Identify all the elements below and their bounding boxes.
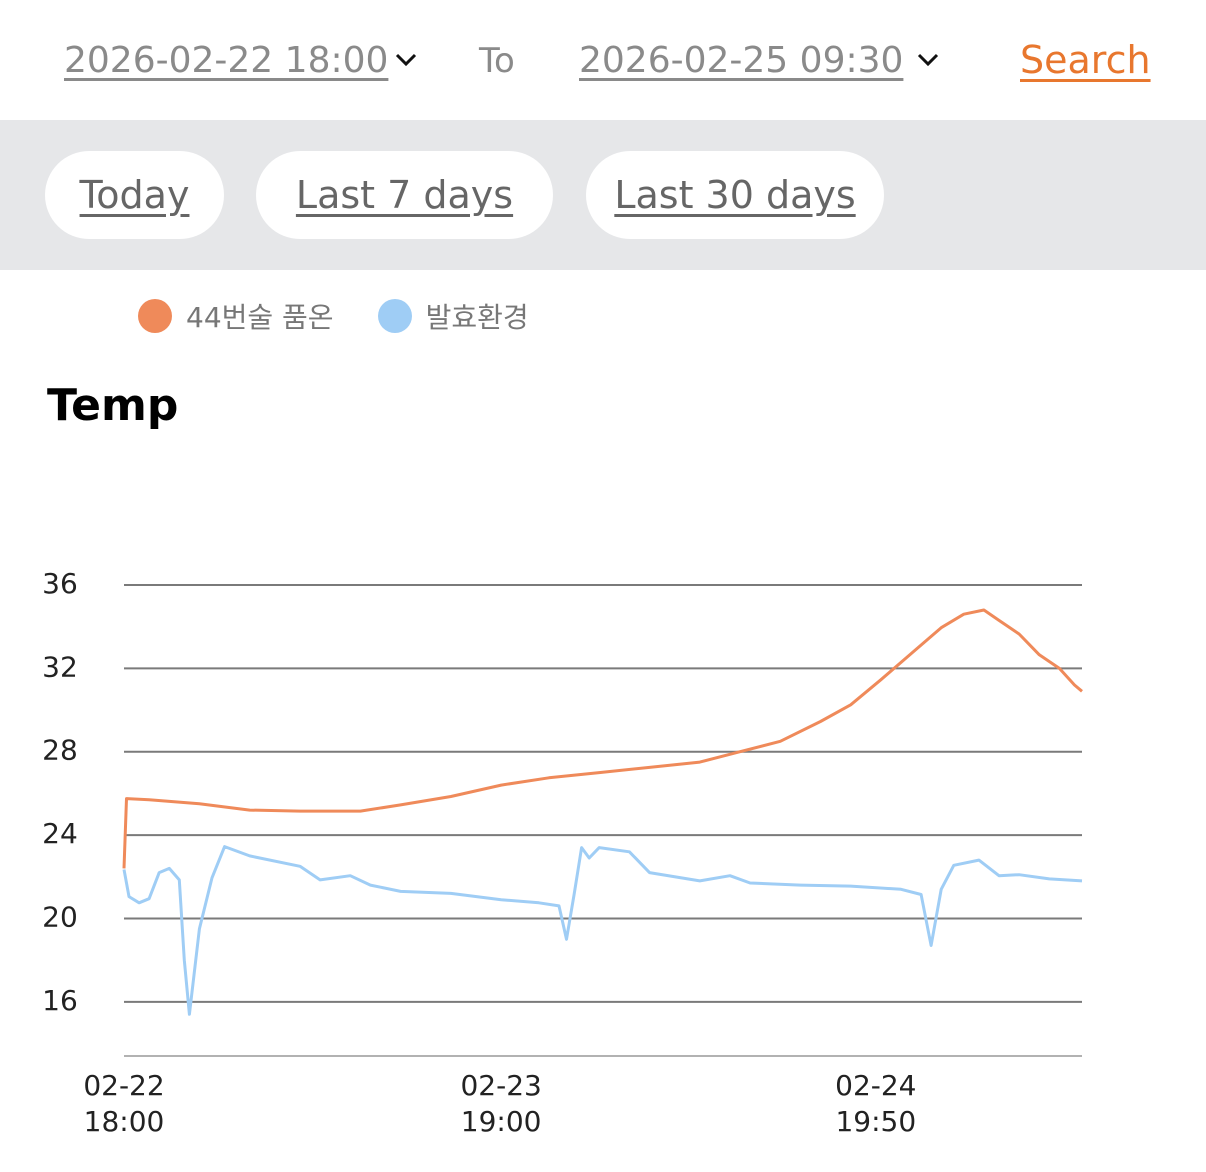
y-tick-label: 20 bbox=[42, 900, 78, 933]
x-tick-label: 02-23 19:00 bbox=[460, 1069, 542, 1138]
chevron-icon[interactable] bbox=[394, 50, 418, 70]
y-tick-label: 32 bbox=[42, 650, 78, 683]
y-tick-label: 16 bbox=[42, 984, 78, 1017]
series-line bbox=[122, 845, 1083, 1016]
x-tick-label: 02-22 18:00 bbox=[83, 1069, 165, 1138]
y-tick-label: 28 bbox=[42, 734, 78, 767]
search-button[interactable]: Search bbox=[1020, 38, 1151, 82]
chart-title: Temp bbox=[47, 380, 179, 431]
legend-swatch bbox=[138, 299, 172, 333]
legend-label: 44번술 품온 bbox=[186, 301, 334, 334]
x-tick-label: 02-24 19:50 bbox=[835, 1069, 917, 1138]
legend-swatch bbox=[377, 299, 412, 333]
y-tick-label: 36 bbox=[42, 567, 78, 600]
legend: 44번술 품온 발효환경 bbox=[138, 296, 573, 336]
end-date[interactable]: 2026-02-25 09:30 bbox=[579, 40, 904, 81]
preset-button[interactable]: Today bbox=[45, 151, 224, 239]
legend-item: 44번술 품온 bbox=[138, 296, 334, 336]
legend-label: 발효환경 bbox=[425, 301, 529, 334]
preset-button[interactable]: Last 7 days bbox=[256, 151, 553, 239]
preset-button[interactable]: Last 30 days bbox=[586, 151, 884, 239]
chevron-icon[interactable] bbox=[916, 50, 940, 70]
series-line bbox=[122, 608, 1083, 869]
legend-item: 발효환경 bbox=[377, 296, 529, 336]
to-label: To bbox=[479, 41, 515, 81]
start-date[interactable]: 2026-02-22 18:00 bbox=[64, 40, 389, 81]
y-tick-label: 24 bbox=[42, 817, 78, 850]
